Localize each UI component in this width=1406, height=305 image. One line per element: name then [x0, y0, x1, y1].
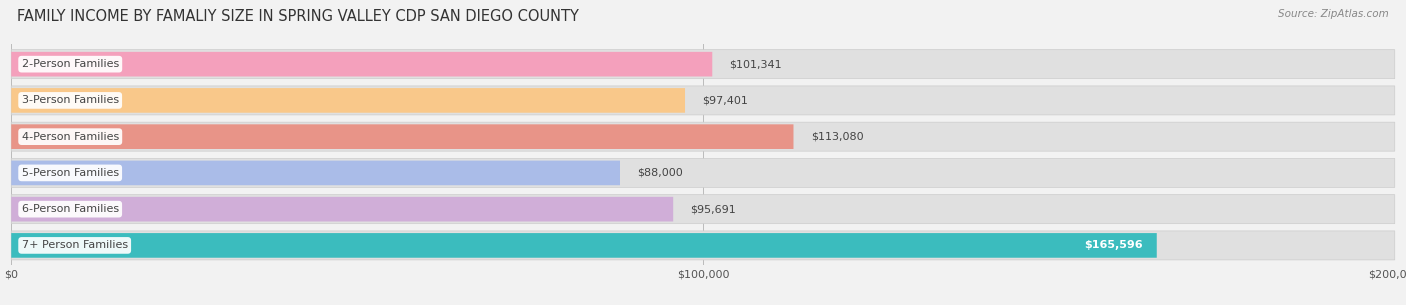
- FancyBboxPatch shape: [11, 50, 1395, 79]
- FancyBboxPatch shape: [11, 124, 793, 149]
- Text: $97,401: $97,401: [703, 95, 748, 106]
- FancyBboxPatch shape: [11, 233, 1157, 258]
- Text: 5-Person Families: 5-Person Families: [21, 168, 118, 178]
- Text: 6-Person Families: 6-Person Families: [21, 204, 118, 214]
- Text: $101,341: $101,341: [730, 59, 782, 69]
- Text: $95,691: $95,691: [690, 204, 737, 214]
- Text: 2-Person Families: 2-Person Families: [21, 59, 120, 69]
- FancyBboxPatch shape: [11, 88, 685, 113]
- Text: FAMILY INCOME BY FAMALIY SIZE IN SPRING VALLEY CDP SAN DIEGO COUNTY: FAMILY INCOME BY FAMALIY SIZE IN SPRING …: [17, 9, 579, 24]
- FancyBboxPatch shape: [11, 161, 620, 185]
- Text: $165,596: $165,596: [1084, 240, 1143, 250]
- FancyBboxPatch shape: [11, 122, 1395, 151]
- Text: Source: ZipAtlas.com: Source: ZipAtlas.com: [1278, 9, 1389, 19]
- FancyBboxPatch shape: [11, 158, 1395, 187]
- FancyBboxPatch shape: [11, 197, 673, 221]
- FancyBboxPatch shape: [11, 195, 1395, 224]
- Text: 3-Person Families: 3-Person Families: [21, 95, 118, 106]
- FancyBboxPatch shape: [11, 231, 1395, 260]
- Text: 7+ Person Families: 7+ Person Families: [21, 240, 128, 250]
- FancyBboxPatch shape: [11, 86, 1395, 115]
- Text: 4-Person Families: 4-Person Families: [21, 132, 120, 142]
- Text: $88,000: $88,000: [637, 168, 683, 178]
- Text: $113,080: $113,080: [811, 132, 863, 142]
- FancyBboxPatch shape: [11, 52, 713, 77]
